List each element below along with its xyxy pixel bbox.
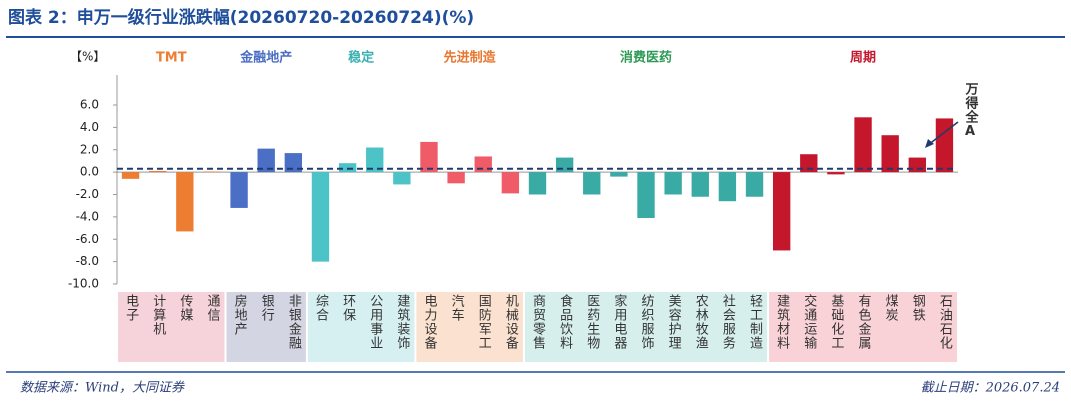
bar [393,172,411,185]
chart-title: 图表 2：申万一级行业涨跌幅(20260720-20260724)(%) [8,7,474,28]
y-tick-label: -8.0 [76,254,99,268]
x-tick-label: 家用电器 [611,293,627,350]
x-tick-label: 电子 [123,294,139,322]
group-background [226,292,306,362]
bar [908,157,926,173]
reference-arrow [927,121,959,146]
group-label: 稳定 [348,50,374,66]
x-tick-label: 综合 [313,294,329,322]
bar [528,172,547,195]
bar [420,141,438,173]
bar [176,172,194,232]
x-tick-label: 传媒 [177,294,193,322]
y-tick-label: 6.0 [80,98,99,112]
x-tick-label: 社会服务 [720,293,736,350]
bar [149,171,167,173]
bar [501,172,520,194]
bar [610,172,628,177]
group-label: TMT [156,51,187,66]
x-tick-label: 房地产 [232,293,248,336]
bar [881,135,899,173]
bar [311,172,330,262]
group-label: 消费医药 [620,50,672,66]
bar [691,172,709,197]
x-tick-label: 建筑装饰 [394,294,410,350]
x-tick-label: 汽车 [449,294,465,322]
group-background [118,292,225,362]
y-tick-label: -10.0 [68,277,99,291]
bar [203,171,221,173]
bar [474,156,492,173]
x-tick-label: 机械设备 [503,294,519,350]
y-tick-label: 0.0 [80,165,99,179]
x-tick-label: 电力设备 [421,294,437,350]
x-tick-label: 通信 [204,294,220,322]
bar [583,172,601,195]
unit-label: 【%】 [70,50,105,64]
bar [800,154,818,173]
y-tick-label: 4.0 [80,120,99,134]
bar [555,157,574,173]
x-tick-label: 农林牧渔 [693,294,709,350]
source: 数据来源：Wind，大同证券 [20,381,185,396]
bar [637,172,655,218]
x-tick-label: 煤炭 [883,294,899,322]
group-label: 先进制造 [444,50,497,66]
bar [257,148,275,173]
bar [447,172,465,184]
bar [230,172,248,208]
bar [366,147,384,173]
bar [664,172,682,195]
group-background [416,292,523,362]
bar [935,118,954,173]
group-label: 金融地产 [239,50,292,66]
group-background [307,292,415,362]
reference-label: 万得全A [963,82,980,140]
reference-arrowhead [925,139,934,148]
x-tick-label: 公用事业 [367,294,383,350]
x-tick-label: 有色金属 [856,294,872,350]
x-tick-label: 银行 [259,294,275,322]
bar [338,163,357,173]
y-tick-label: 2.0 [80,142,99,156]
bar [827,172,845,175]
as-of: 截止日期：2026.07.24 [921,381,1060,396]
bar [121,172,140,179]
bar [284,153,303,173]
x-tick-label: 计算机 [150,294,166,336]
x-tick-label: 医药生物 [584,294,600,350]
x-tick-label: 建筑材料 [774,294,790,350]
bar [745,172,764,197]
group-background [524,292,768,362]
x-tick-label: 纺织服饰 [639,294,655,350]
x-tick-label: 食品饮料 [557,293,573,350]
y-tick-label: -2.0 [76,187,99,201]
x-tick-label: 非银金融 [286,294,302,350]
x-tick-label: 国防军工 [476,294,492,350]
group-background [769,292,957,362]
bar [772,172,791,251]
x-tick-label: 美容护理 [666,294,682,350]
y-tick-label: -6.0 [76,232,99,246]
x-tick-label: 石油石化 [937,294,953,350]
x-tick-label: 交通运输 [801,293,817,350]
y-tick-label: -4.0 [76,209,99,223]
x-tick-label: 商贸零售 [530,294,546,350]
x-tick-label: 环保 [340,294,356,322]
x-tick-label: 基础化工 [828,294,844,350]
group-label: 周期 [850,51,876,66]
x-tick-label: 钢铁 [910,294,926,322]
bar [854,117,872,173]
x-tick-label: 轻工制造 [747,294,763,350]
bar [718,172,737,202]
